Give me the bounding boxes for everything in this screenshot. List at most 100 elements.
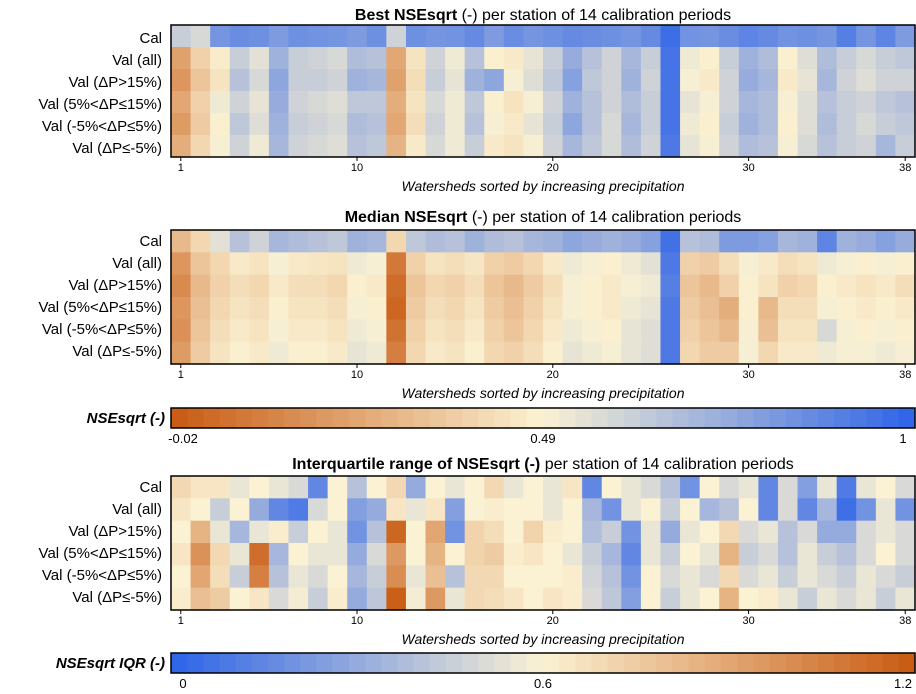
x-tick-label: 38	[899, 162, 911, 174]
heatmap-cell	[777, 341, 799, 365]
heatmap-cell	[210, 297, 231, 320]
colorbar-swatch	[591, 653, 609, 673]
heatmap-cell	[895, 69, 916, 92]
heatmap-cell	[425, 297, 446, 320]
heatmap-cell	[210, 587, 231, 611]
heatmap-cell	[817, 520, 838, 544]
colorbar-tick-label: 0.6	[534, 676, 552, 691]
heatmap-cell	[543, 135, 564, 158]
heatmap-cell	[190, 520, 211, 544]
heatmap-cell	[405, 520, 427, 544]
heatmap-cell	[405, 543, 427, 566]
heatmap-cell	[268, 47, 290, 70]
colorbar-swatch	[656, 408, 673, 428]
heatmap-cell	[582, 341, 603, 365]
heatmap-cell	[229, 341, 250, 365]
colorbar-nsesqrt-ticks: -0.02 0.49 1	[168, 431, 906, 446]
heatmap-cell	[543, 543, 564, 566]
heatmap-cell	[582, 69, 603, 92]
heatmap-median-xlabel: Watersheds sorted by increasing precipit…	[401, 385, 684, 401]
heatmap-iqr-title: Interquartile range of NSEsqrt (-) per s…	[292, 456, 794, 473]
heatmap-cell	[719, 341, 740, 365]
heatmap-cell	[660, 543, 681, 566]
heatmap-cell	[562, 25, 583, 48]
heatmap-cell	[895, 498, 916, 522]
heatmap-cell	[660, 520, 681, 544]
heatmap-cell	[895, 230, 916, 253]
heatmap-cell	[680, 319, 701, 343]
heatmap-cell	[699, 341, 720, 365]
colorbar-iqr: NSEsqrt IQR (-) 0 0.6 1.2	[56, 652, 916, 691]
heatmap-cell	[190, 565, 211, 589]
heatmap-cell	[523, 498, 544, 522]
heatmap-cell	[210, 520, 231, 544]
heatmap-cell	[875, 565, 897, 589]
heatmap-cell	[601, 135, 622, 158]
heatmap-cell	[308, 587, 329, 611]
heatmap-median-cells	[171, 230, 916, 365]
heatmap-cell	[366, 47, 387, 70]
heatmap-best-row-labels: Cal Val (all) Val (ΔP>15%) Val (5%<ΔP≤15…	[39, 30, 162, 157]
heatmap-cell	[719, 587, 740, 611]
heatmap-cell	[464, 520, 485, 544]
heatmap-cell	[347, 135, 368, 158]
heatmap-cell	[464, 274, 485, 298]
heatmap-cell	[543, 91, 564, 114]
heatmap-cell	[249, 587, 270, 611]
heatmap-cell	[210, 69, 231, 92]
row-label-cal: Cal	[139, 479, 162, 496]
colorbar-tick-label: 0	[179, 676, 186, 691]
heatmap-cell	[523, 274, 544, 298]
heatmap-cell	[875, 25, 897, 48]
heatmap-cell	[543, 252, 564, 276]
heatmap-cell	[582, 520, 603, 544]
x-tick-label: 20	[547, 162, 559, 174]
heatmap-cell	[601, 230, 622, 253]
heatmap-cell	[308, 274, 329, 298]
heatmap-cell	[621, 113, 642, 136]
colorbar-swatch	[445, 653, 463, 673]
colorbar-swatch	[478, 653, 496, 673]
heatmap-cell	[777, 543, 799, 566]
heatmap-cell	[621, 565, 642, 589]
heatmap-cell	[856, 498, 877, 522]
row-label-val-le-m5: Val (ΔP≤-5%)	[72, 589, 162, 606]
colorbar-swatch	[656, 653, 673, 673]
heatmap-cell	[503, 565, 525, 589]
colorbar-tick-label: 1.2	[894, 676, 912, 691]
heatmap-cell	[171, 341, 192, 365]
heatmap-cell	[445, 91, 466, 114]
heatmap-cell	[366, 319, 387, 343]
colorbar-iqr-swatches	[171, 653, 916, 673]
heatmap-cell	[895, 565, 916, 589]
heatmap-cell	[777, 319, 799, 343]
heatmap-cell	[621, 274, 642, 298]
colorbar-swatch	[332, 408, 350, 428]
heatmap-cell	[366, 565, 387, 589]
heatmap-cell	[229, 252, 250, 276]
heatmap-cell	[875, 69, 897, 92]
heatmap-cell	[836, 25, 857, 48]
heatmap-cell	[758, 91, 779, 114]
heatmap-cell	[601, 319, 622, 343]
heatmap-cell	[308, 113, 329, 136]
heatmap-cell	[347, 113, 368, 136]
heatmap-cell	[445, 274, 466, 298]
heatmap-cell	[347, 297, 368, 320]
heatmap-cell	[249, 520, 270, 544]
heatmap-cell	[308, 252, 329, 276]
heatmap-cell	[171, 91, 192, 114]
heatmap-cell	[777, 135, 799, 158]
heatmap-cell	[386, 113, 407, 136]
heatmap-cell	[680, 91, 701, 114]
heatmap-cell	[268, 25, 290, 48]
heatmap-cell	[288, 520, 309, 544]
heatmap-cell	[699, 498, 720, 522]
heatmap-cell	[621, 47, 642, 70]
colorbar-swatch	[753, 408, 771, 428]
heatmap-cell	[249, 543, 270, 566]
heatmap-cell	[543, 498, 564, 522]
heatmap-cell	[503, 587, 525, 611]
heatmap-cell	[347, 341, 368, 365]
heatmap-cell	[347, 274, 368, 298]
